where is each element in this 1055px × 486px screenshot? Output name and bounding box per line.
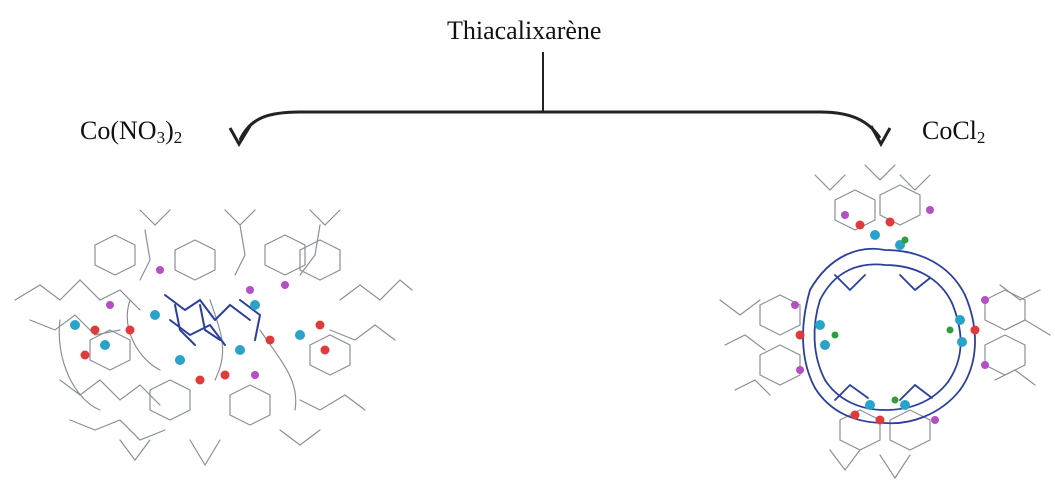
left-label-base: Co(NO	[80, 116, 157, 145]
left-label-sub2: 2	[173, 128, 183, 147]
left-arrowhead	[228, 125, 252, 147]
right-arrowhead	[869, 125, 892, 148]
left-label-close: )	[165, 116, 174, 145]
reagent-label: Thiacalixarène	[447, 16, 602, 45]
right-label-sub: 2	[976, 128, 986, 147]
branch-bracket	[238, 110, 882, 141]
left-branch-label: Co(NO3)2	[80, 116, 183, 147]
left-label-sub1: 3	[156, 128, 166, 147]
left-molecular-structure	[14, 209, 413, 467]
right-label-base: CoCl	[922, 116, 977, 145]
right-branch-label: CoCl2	[922, 116, 986, 147]
right-molecular-structure	[719, 164, 1051, 480]
